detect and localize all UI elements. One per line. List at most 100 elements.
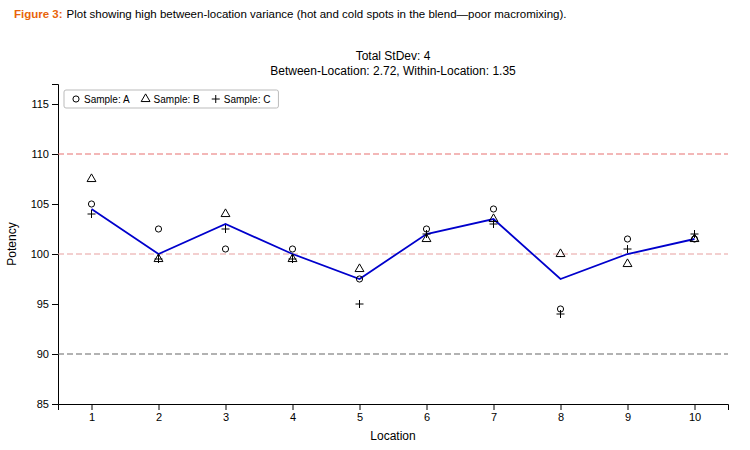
y-tick-mark bbox=[52, 104, 58, 105]
x-tick-label: 7 bbox=[491, 411, 497, 423]
y-tick-mark bbox=[52, 404, 58, 405]
chart: Figure 3: Plot showing high between-loca… bbox=[0, 0, 750, 450]
caption: Figure 3: Plot showing high between-loca… bbox=[14, 8, 566, 20]
x-tick-mark bbox=[92, 404, 93, 410]
y-tick-label: 110 bbox=[31, 148, 49, 160]
y-tick-mark bbox=[52, 154, 58, 155]
x-tick: 9 bbox=[625, 404, 631, 423]
title: Total StDev: 4 bbox=[356, 49, 431, 63]
point bbox=[222, 225, 230, 233]
x-tick-mark bbox=[293, 404, 294, 410]
point bbox=[289, 255, 297, 263]
x-tick: 7 bbox=[491, 404, 497, 423]
x-tick-mark bbox=[628, 404, 629, 410]
series-points bbox=[88, 210, 699, 318]
y-tick: 95 bbox=[37, 298, 58, 310]
legend-symbol bbox=[73, 96, 79, 102]
x-tick-label: 9 bbox=[625, 411, 631, 423]
legend-label: Sample: C bbox=[224, 94, 271, 105]
y-tick: 110 bbox=[31, 148, 58, 160]
y-axis-line bbox=[52, 85, 59, 405]
x-axis-line bbox=[59, 405, 729, 411]
point bbox=[490, 220, 498, 228]
legend-box bbox=[64, 90, 278, 108]
y-tick: 105 bbox=[31, 198, 58, 210]
point bbox=[557, 310, 565, 318]
x-tick-label: 3 bbox=[223, 411, 229, 423]
x-tick: 2 bbox=[156, 404, 162, 423]
subtitle: Between-Location: 2.72, Within-Location:… bbox=[270, 64, 516, 78]
point bbox=[289, 246, 295, 252]
point bbox=[356, 300, 364, 308]
x-tick-mark bbox=[494, 404, 495, 410]
x-tick-mark bbox=[159, 404, 160, 410]
point bbox=[87, 174, 96, 182]
y-tick-label: 85 bbox=[37, 398, 49, 410]
legend-symbol bbox=[141, 94, 150, 102]
legend-symbol bbox=[212, 95, 220, 103]
y-tick-label: 115 bbox=[31, 98, 49, 110]
legend-label: Sample: A bbox=[84, 94, 130, 105]
marks bbox=[58, 154, 728, 354]
x-tick-label: 6 bbox=[424, 411, 430, 423]
reference-line bbox=[58, 153, 728, 154]
x-axis: 1 2 3 4 5 6 7 8 9 10 bbox=[59, 404, 729, 423]
mean-line bbox=[92, 209, 695, 279]
plot-area: Total StDev: 4Between-Location: 2.72, Wi… bbox=[5, 49, 729, 443]
figure-caption: Plot showing high between-location varia… bbox=[67, 8, 567, 20]
y-tick-mark bbox=[52, 254, 58, 255]
point bbox=[88, 210, 96, 218]
x-tick: 6 bbox=[424, 404, 430, 423]
x-axis-label: Location bbox=[370, 429, 415, 443]
x-tick-mark bbox=[695, 404, 696, 410]
x-tick-label: 4 bbox=[290, 411, 296, 423]
legend-item: Sample: A bbox=[73, 94, 130, 105]
legend-item: Sample: C bbox=[212, 94, 271, 105]
series-points bbox=[88, 201, 697, 312]
x-tick-mark bbox=[226, 404, 227, 410]
y-axis-label: Potency bbox=[5, 222, 19, 265]
x-tick: 10 bbox=[689, 404, 701, 423]
reference-line bbox=[58, 353, 728, 354]
point bbox=[623, 259, 632, 267]
y-tick-mark bbox=[52, 204, 58, 205]
y-tick-label: 90 bbox=[37, 348, 49, 360]
figure-label: Figure 3: bbox=[14, 8, 63, 20]
point bbox=[691, 230, 699, 238]
x-tick: 1 bbox=[89, 404, 95, 423]
point bbox=[423, 230, 431, 238]
y-tick-mark bbox=[52, 304, 58, 305]
x-tick-mark bbox=[360, 404, 361, 410]
y-tick-label: 95 bbox=[37, 298, 49, 310]
point bbox=[155, 255, 163, 263]
y-tick: 85 bbox=[37, 398, 58, 410]
x-tick-label: 2 bbox=[156, 411, 162, 423]
point bbox=[490, 206, 496, 212]
x-tick: 8 bbox=[558, 404, 564, 423]
y-tick-label: 105 bbox=[31, 198, 49, 210]
y-tick: 115 bbox=[31, 98, 58, 110]
x-tick-label: 1 bbox=[89, 411, 95, 423]
legend: Sample: A Sample: B Sample: C bbox=[64, 90, 278, 108]
point bbox=[88, 201, 94, 207]
point bbox=[624, 236, 630, 242]
legend-item: Sample: B bbox=[141, 94, 200, 105]
y-tick-mark bbox=[52, 354, 58, 355]
point bbox=[356, 276, 362, 282]
x-tick-mark bbox=[561, 404, 562, 410]
series-points bbox=[87, 174, 699, 272]
x-tick: 3 bbox=[223, 404, 229, 423]
legend-label: Sample: B bbox=[154, 94, 200, 105]
point bbox=[556, 249, 565, 257]
x-tick-label: 8 bbox=[558, 411, 564, 423]
point bbox=[221, 209, 230, 217]
y-tick: 100 bbox=[31, 248, 58, 260]
x-tick-label: 10 bbox=[689, 411, 701, 423]
y-axis: 85 90 95 100 105 110 115 bbox=[31, 85, 59, 411]
y-tick: 90 bbox=[37, 348, 58, 360]
x-tick-label: 5 bbox=[357, 411, 363, 423]
point bbox=[222, 246, 228, 252]
point bbox=[624, 245, 632, 253]
x-tick: 4 bbox=[290, 404, 296, 423]
point bbox=[355, 264, 364, 272]
